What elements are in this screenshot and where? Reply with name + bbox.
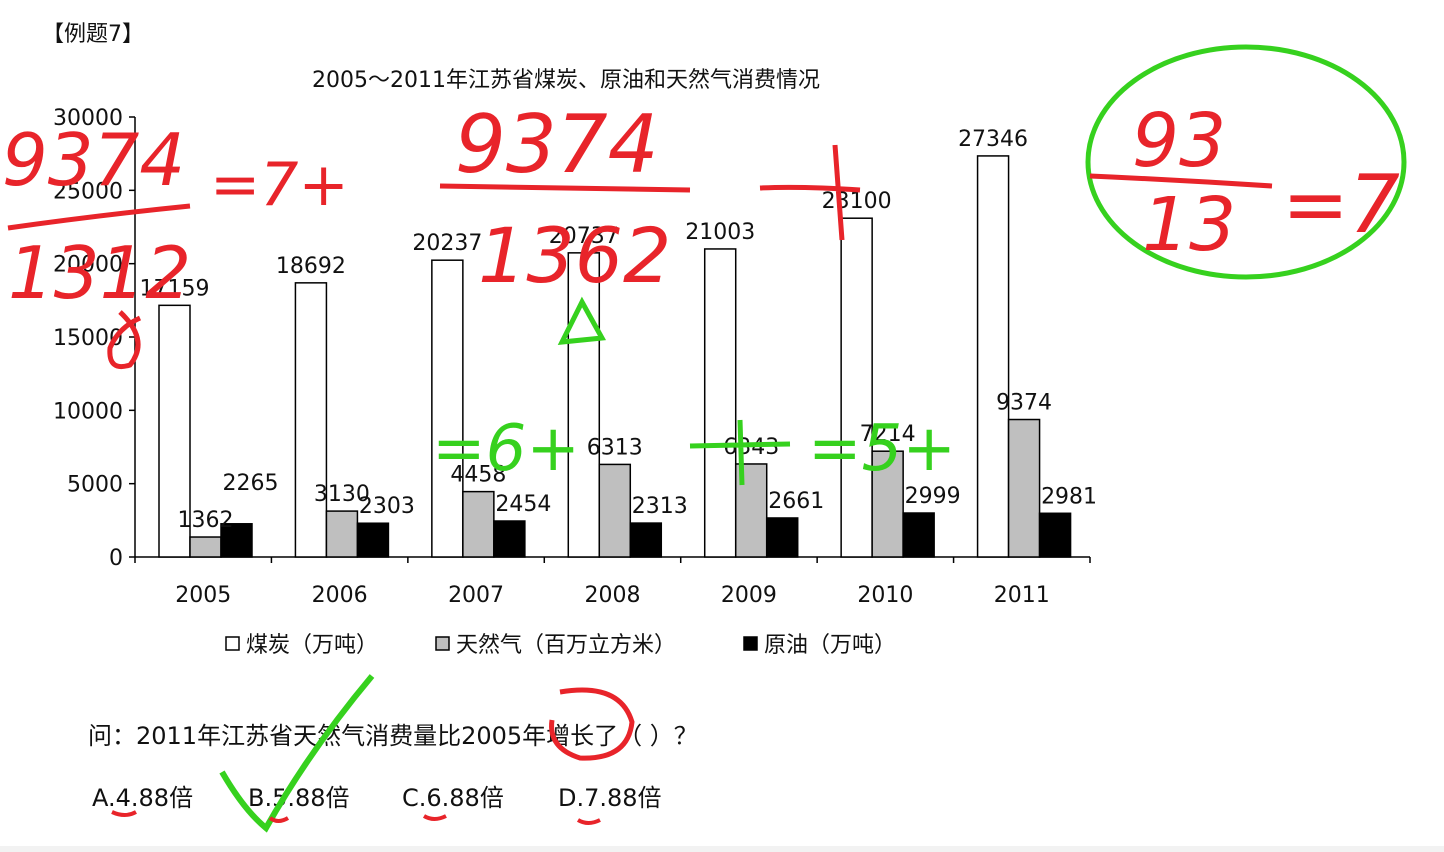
bar-series-0 [840, 217, 873, 558]
data-label: 2981 [1041, 484, 1097, 509]
bar-series-1 [598, 463, 632, 558]
data-label: 1362 [178, 508, 234, 533]
y-tick-label: 5000 [67, 473, 123, 498]
chart-title: 2005～2011年江苏省煤炭、原油和天然气消费情况 [312, 68, 820, 93]
handwriting-underline-c [422, 814, 447, 821]
bar-series-0 [567, 252, 601, 558]
bar-series-1 [189, 536, 222, 558]
bar-series-0 [703, 248, 737, 558]
option-c[interactable]: C.6.88倍 [402, 784, 504, 812]
data-label: 2265 [223, 471, 279, 496]
bar-series-0 [158, 304, 191, 558]
option-d[interactable]: D.7.88倍 [558, 784, 662, 812]
y-tick-label: 0 [109, 546, 123, 571]
data-label: 2303 [359, 494, 415, 519]
data-label: 3130 [314, 482, 370, 507]
legend-swatch [743, 636, 758, 651]
data-label: 2454 [495, 492, 551, 517]
data-label: 6313 [587, 435, 643, 460]
bar-chart: 2005～2011年江苏省煤炭、原油和天然气消费情况 0 5000 10000 150… [53, 68, 1097, 658]
data-label: 18692 [276, 254, 346, 279]
data-label: 4458 [450, 463, 506, 488]
data-label: 2999 [905, 484, 961, 509]
data-label: 27346 [958, 127, 1028, 152]
data-label: 6343 [723, 435, 779, 460]
bar-series-2 [1038, 512, 1072, 558]
data-label: 21003 [685, 220, 755, 245]
x-tick-label: 2008 [585, 583, 641, 608]
bar-series-2 [765, 517, 799, 558]
question-text: 问：2011年江苏省天然气消费量比2005年增长了（ ）？ [88, 722, 698, 750]
handwriting-underline-d [576, 818, 601, 825]
data-label: 2313 [632, 494, 688, 519]
data-label: 9374 [996, 391, 1052, 416]
y-tick-label: 30000 [53, 106, 123, 131]
bar-series-0 [294, 282, 328, 558]
option-a[interactable]: A.4.88倍 [92, 784, 194, 812]
y-tick-label: 20000 [53, 253, 123, 278]
example-label: 【例题7】 [42, 22, 144, 47]
bar-series-2 [493, 520, 526, 558]
x-tick-label: 2005 [175, 583, 231, 608]
legend-swatch [225, 636, 240, 651]
y-tick-label: 25000 [53, 179, 123, 204]
legend-label: 天然气（百万立方米） [456, 633, 676, 658]
x-tick-label: 2010 [857, 583, 913, 608]
bar-series-1 [462, 490, 495, 558]
data-label: 20237 [412, 231, 482, 256]
y-tick-label: 15000 [53, 326, 123, 351]
x-tick-label: 2011 [994, 583, 1050, 608]
bar-series-2 [902, 512, 935, 558]
legend-label: 煤炭（万吨） [246, 633, 378, 658]
bar-series-1 [1007, 418, 1041, 558]
data-label: 23100 [822, 189, 892, 214]
legend-label: 原油（万吨） [764, 633, 896, 658]
bar-series-2 [629, 522, 663, 558]
x-tick-label: 2006 [312, 583, 368, 608]
y-tick-label: 10000 [53, 399, 123, 424]
x-tick-label: 2007 [448, 583, 504, 608]
bar-series-1 [325, 510, 359, 558]
bar-series-1 [734, 463, 768, 558]
data-label: 2661 [768, 489, 824, 514]
bottom-strip [0, 846, 1444, 852]
bar-series-2 [356, 522, 390, 558]
legend-swatch [435, 636, 450, 651]
bar-series-1 [871, 450, 904, 558]
data-label: 17159 [140, 276, 210, 301]
data-label: 7214 [860, 422, 916, 447]
x-tick-label: 2009 [721, 583, 777, 608]
handwriting-underline-b [268, 816, 290, 823]
bar-series-2 [220, 523, 253, 558]
data-label: 20737 [549, 224, 619, 249]
option-b[interactable]: B.5.88倍 [248, 784, 350, 812]
bar-series-0 [431, 259, 464, 558]
bar-series-0 [976, 155, 1010, 558]
